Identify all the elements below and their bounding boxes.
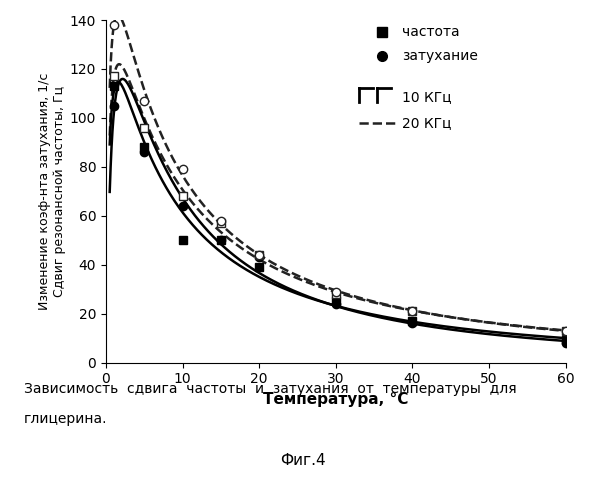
Text: 10 КГц: 10 КГц	[402, 90, 452, 104]
X-axis label: Температура, °C: Температура, °C	[263, 392, 408, 407]
Y-axis label: Изменение коэф-нта затухания, 1/с
Сдвиг резонансной частоты, Гц: Изменение коэф-нта затухания, 1/с Сдвиг …	[38, 72, 65, 310]
Text: 20 КГц: 20 КГц	[402, 116, 452, 130]
Text: частота: частота	[402, 25, 460, 39]
Text: Фиг.4: Фиг.4	[280, 453, 325, 468]
Text: затухание: затухание	[402, 49, 479, 63]
Text: Зависимость  сдвига  частоты  и  затухания  от  температуры  для: Зависимость сдвига частоты и затухания о…	[24, 382, 517, 396]
Text: глицерина.: глицерина.	[24, 412, 108, 426]
